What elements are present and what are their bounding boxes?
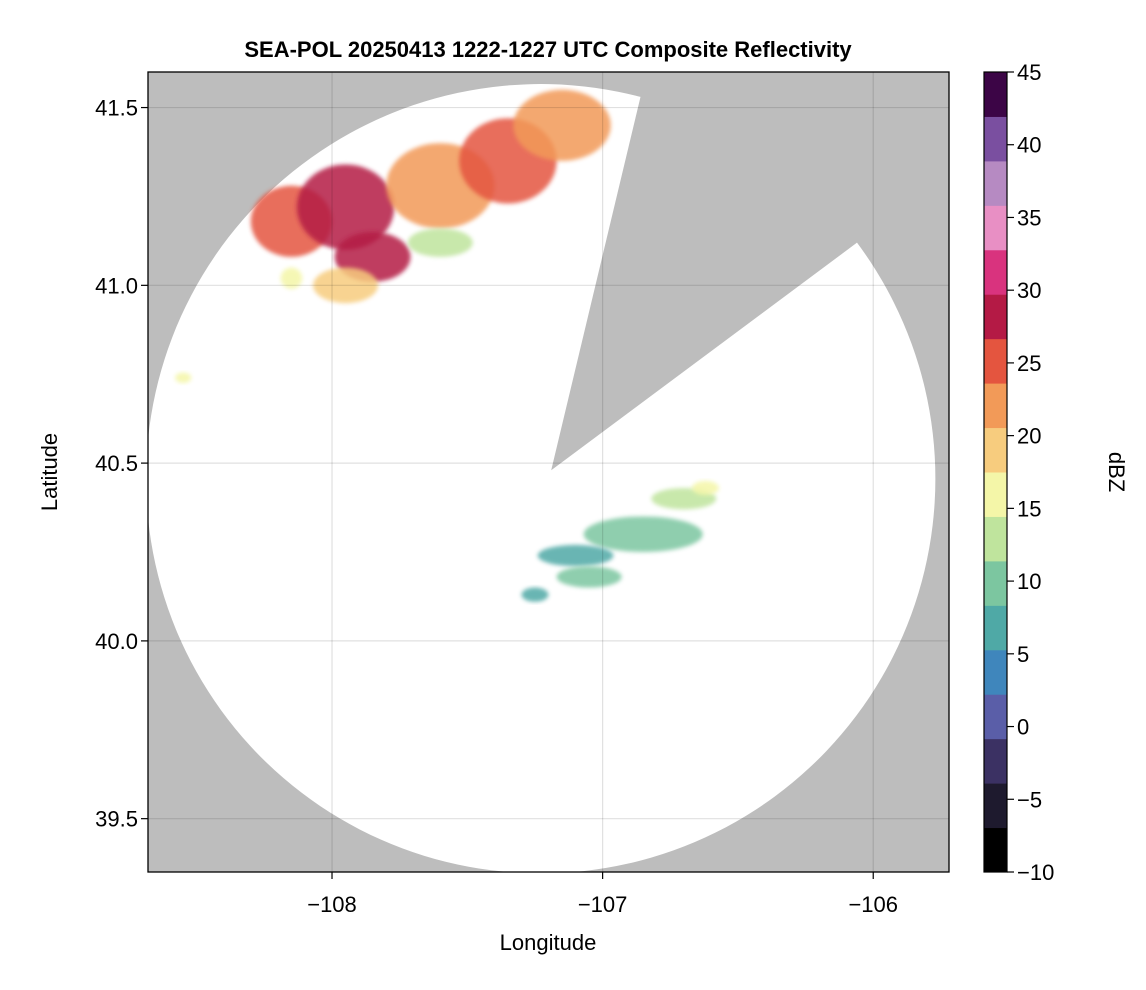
colorbar-segment [984,738,1007,784]
x-tick-label: −106 [848,892,898,917]
colorbar-tick-label: 40 [1017,133,1041,158]
colorbar-segment [984,783,1007,829]
plot-frame [147,71,950,873]
echo-southeast-band [691,480,719,496]
x-axis-label: Longitude [500,930,597,955]
colorbar-tick-label: 35 [1017,205,1041,230]
colorbar-segment [984,160,1007,206]
colorbar-tick-label: 20 [1017,424,1041,449]
colorbar-frame [983,71,1008,873]
colorbar-tick-label: −5 [1017,787,1042,812]
echo-northwest-band [407,228,473,257]
colorbar-segment [984,472,1007,517]
reflectivity-echoes [175,89,719,602]
echo-southeast-band [521,587,549,602]
colorbar [983,71,1008,873]
x-tick-label: −107 [578,892,628,917]
grid-lines [148,72,949,872]
y-tick-label: 40.0 [95,629,138,654]
colorbar-tick-label: 0 [1017,715,1029,740]
colorbar-tick-label: 10 [1017,569,1041,594]
chart-title: SEA-POL 20250413 1222-1227 UTC Composite… [244,37,852,62]
colorbar-tick-label: 30 [1017,278,1041,303]
colorbar-label: dBZ [1104,452,1129,492]
colorbar-segment [984,116,1007,162]
colorbar-segment [984,72,1007,117]
plot-area [147,71,950,873]
colorbar-segment [984,560,1007,606]
colorbar-segment [984,516,1007,562]
colorbar-ticks: −10 −5 0 5 10 15 20 25 30 35 40 45 [1007,60,1054,885]
echo-northwest-band [175,372,192,384]
echo-southeast-band [583,516,703,552]
colorbar-segment [984,827,1007,873]
echo-northwest-band [313,267,379,304]
colorbar-segment [984,694,1007,740]
echo-northwest-band [296,164,395,250]
colorbar-segment [984,605,1007,651]
colorbar-segment [984,427,1007,473]
colorbar-segment [984,249,1007,295]
echo-southeast-band [556,566,622,588]
y-tick-label: 41.0 [95,273,138,298]
x-tick-label: −108 [307,892,357,917]
y-tick-label: 39.5 [95,807,138,832]
colorbar-segment [984,383,1007,429]
colorbar-segment [984,649,1007,695]
colorbar-tick-label: 15 [1017,496,1041,521]
y-axis-ticks: 39.5 40.0 40.5 41.0 41.5 [95,96,148,832]
echo-northwest-band [280,267,303,289]
colorbar-segment [984,294,1007,340]
colorbar-tick-label: 45 [1017,60,1041,85]
y-tick-label: 41.5 [95,96,138,121]
echo-southeast-band [537,544,614,567]
colorbar-segment [984,338,1007,384]
colorbar-tick-label: −10 [1017,860,1054,885]
echo-northwest-band [513,89,611,161]
colorbar-segment [984,205,1007,251]
colorbar-tick-label: 25 [1017,351,1041,376]
x-axis-ticks: −108 −107 −106 [307,872,898,917]
colorbar-tick-label: 5 [1017,642,1029,667]
y-axis-label: Latitude [37,433,62,511]
y-tick-label: 40.5 [95,451,138,476]
